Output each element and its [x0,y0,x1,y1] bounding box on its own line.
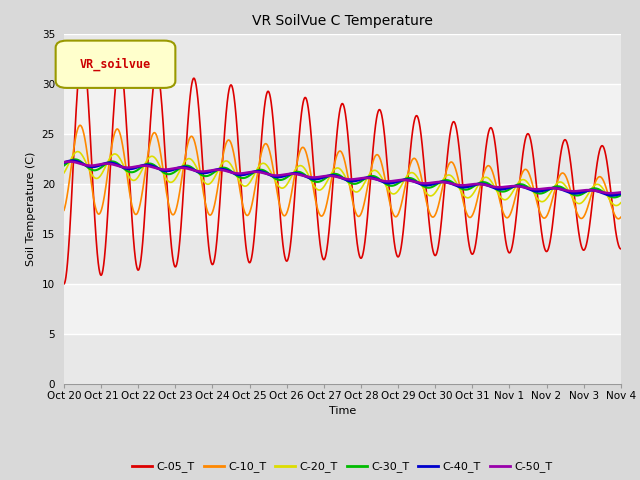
C-50_T [520,184,527,190]
C-40_T [520,184,527,190]
C-10_T [520,168,527,174]
C-40_T [68,158,76,164]
C-10_T [76,122,84,128]
Bar [64,34,621,84]
C-20_T [449,174,456,180]
C-10_T [413,159,420,165]
C-30_T [60,163,68,168]
C-30_T [71,156,79,162]
Title: VR SoilVue C Temperature: VR SoilVue C Temperature [252,14,433,28]
C-30_T [413,179,420,184]
Bar [64,234,621,284]
C-50_T [617,190,625,195]
C-05_T [79,48,86,54]
C-40_T [617,191,625,197]
C-40_T [479,181,486,187]
C-40_T [60,160,68,166]
C-05_T [479,180,486,185]
C-40_T [237,172,244,178]
C-20_T [479,176,486,182]
C-30_T [520,182,527,188]
FancyBboxPatch shape [56,41,175,88]
X-axis label: Time: Time [329,407,356,417]
Line: C-10_T: C-10_T [64,125,621,219]
Bar [64,334,621,384]
C-20_T [237,180,244,186]
C-50_T [413,180,420,185]
C-10_T [617,215,625,220]
C-20_T [60,170,68,176]
Y-axis label: Soil Temperature (C): Soil Temperature (C) [26,152,36,266]
C-20_T [74,149,81,155]
C-10_T [237,192,244,198]
C-20_T [413,174,420,180]
C-05_T [60,281,68,287]
C-20_T [520,177,527,182]
C-30_T [237,175,244,180]
C-40_T [449,181,456,187]
C-05_T [237,179,244,184]
C-50_T [449,181,456,187]
C-50_T [479,181,486,187]
C-05_T [413,113,420,119]
C-40_T [449,181,456,187]
C-50_T [607,191,615,196]
C-05_T [449,120,456,125]
C-20_T [612,203,620,208]
Legend: C-05_T, C-10_T, C-20_T, C-30_T, C-40_T, C-50_T: C-05_T, C-10_T, C-20_T, C-30_T, C-40_T, … [128,457,557,477]
Line: C-20_T: C-20_T [64,152,621,205]
C-50_T [449,181,456,187]
C-50_T [60,159,68,165]
Line: C-05_T: C-05_T [64,51,621,284]
C-20_T [449,174,456,180]
Line: C-50_T: C-50_T [64,162,621,193]
Line: C-40_T: C-40_T [64,161,621,195]
C-10_T [614,216,622,222]
C-40_T [413,180,420,185]
C-30_T [611,194,618,200]
C-10_T [479,175,486,181]
C-40_T [609,192,616,198]
C-30_T [617,192,625,198]
C-10_T [449,160,456,166]
C-05_T [617,246,625,252]
C-50_T [65,159,73,165]
C-10_T [60,207,68,213]
C-30_T [479,180,486,185]
C-30_T [449,180,456,185]
C-05_T [449,120,456,126]
Bar [64,134,621,184]
Line: C-30_T: C-30_T [64,159,621,197]
C-30_T [449,180,456,185]
C-50_T [237,170,244,176]
C-05_T [520,146,527,152]
Text: VR_soilvue: VR_soilvue [79,58,151,71]
C-10_T [449,160,456,166]
C-20_T [617,200,625,205]
